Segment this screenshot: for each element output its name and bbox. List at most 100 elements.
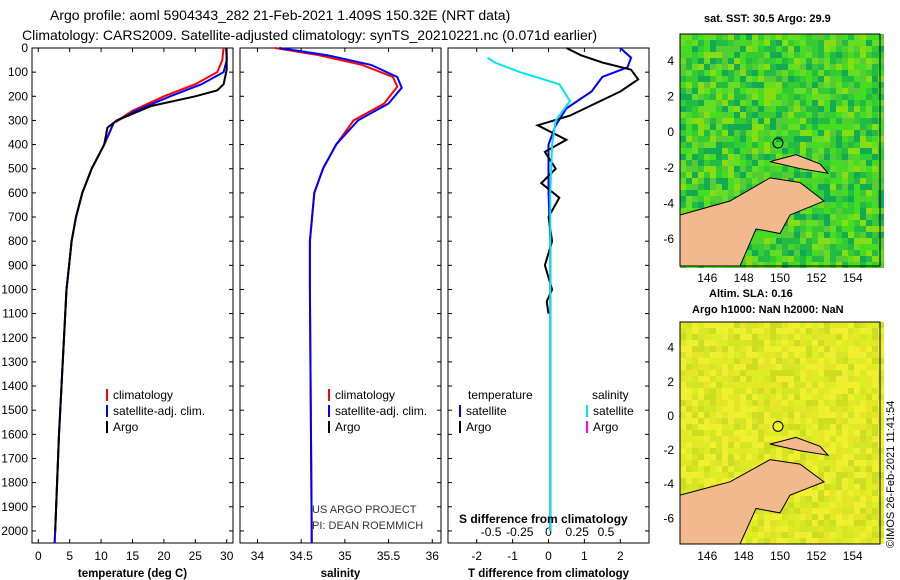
map-cell (710, 148, 716, 154)
map-cell (866, 52, 872, 58)
map-cell (848, 412, 854, 418)
map-cell (746, 430, 752, 436)
map-cell (746, 394, 752, 400)
map-cell (830, 124, 836, 130)
map-cell (878, 142, 884, 148)
map-cell (812, 46, 818, 52)
map-cell (860, 436, 866, 442)
map-cell (740, 454, 746, 460)
map-cell (830, 112, 836, 118)
map-cell (878, 460, 884, 466)
map-cell (716, 142, 722, 148)
map-cell (866, 124, 872, 130)
map-cell (818, 112, 824, 118)
map-cell (812, 406, 818, 412)
map-cell (848, 484, 854, 490)
map-cell (836, 184, 842, 190)
map-cell (734, 40, 740, 46)
map-cell (776, 370, 782, 376)
map-cell (800, 532, 806, 538)
map-cell (788, 250, 794, 256)
map-cell (848, 238, 854, 244)
map-cell (686, 346, 692, 352)
map-cell (818, 214, 824, 220)
map-cell (710, 394, 716, 400)
map-cell (854, 142, 860, 148)
series-line-satellite-adj-clim- (53, 48, 228, 544)
map-cell (818, 532, 824, 538)
map-cell (680, 190, 686, 196)
map-cell (770, 394, 776, 400)
map-cell (824, 424, 830, 430)
map-cell (842, 154, 848, 160)
map-cell (788, 400, 794, 406)
legend-swatch-s-satellite (586, 405, 588, 417)
map-cell (878, 154, 884, 160)
map-cell (728, 460, 734, 466)
y-tick-label: 2000 (1, 524, 28, 538)
map-cell (764, 520, 770, 526)
map-cell (848, 184, 854, 190)
map-cell (722, 406, 728, 412)
map-cell (866, 346, 872, 352)
map-cell (836, 400, 842, 406)
map-cell (680, 394, 686, 400)
map-cell (764, 76, 770, 82)
map-cell (866, 436, 872, 442)
map-cell (830, 184, 836, 190)
map-cell (860, 220, 866, 226)
map-cell (704, 196, 710, 202)
x-axis-label: T difference from climatology (468, 568, 630, 580)
map-cell (758, 388, 764, 394)
map-cell (788, 82, 794, 88)
map-cell (722, 40, 728, 46)
map-cell (734, 70, 740, 76)
map-cell (746, 322, 752, 328)
map-cell (680, 472, 686, 478)
map-cell (872, 160, 878, 166)
map-cell (776, 340, 782, 346)
map-cell (722, 448, 728, 454)
map-cell (770, 130, 776, 136)
map-cell (830, 196, 836, 202)
map-cell (836, 466, 842, 472)
map-cell (704, 436, 710, 442)
map-cell (812, 400, 818, 406)
map-cell (758, 334, 764, 340)
map-cell (794, 46, 800, 52)
map-cell (878, 436, 884, 442)
map-cell (710, 346, 716, 352)
map-cell (836, 520, 842, 526)
map-cell (758, 172, 764, 178)
map-cell (740, 436, 746, 442)
map-cell (848, 250, 854, 256)
map-cell (872, 262, 878, 268)
map-cell (764, 442, 770, 448)
map-cell (848, 400, 854, 406)
map-cell (878, 112, 884, 118)
map-cell (878, 226, 884, 232)
map-cell (866, 184, 872, 190)
map-cell (818, 58, 824, 64)
map-cell (872, 376, 878, 382)
map-cell (698, 478, 704, 484)
map-cell (776, 82, 782, 88)
map-cell (716, 190, 722, 196)
map-cell (710, 190, 716, 196)
map-cell (872, 64, 878, 70)
map-cell (824, 76, 830, 82)
map-cell (806, 226, 812, 232)
map-cell (680, 184, 686, 190)
map-cell (746, 106, 752, 112)
map-cell (704, 184, 710, 190)
map-cell (692, 334, 698, 340)
map-cell (740, 460, 746, 466)
map-cell (842, 448, 848, 454)
map-cell (860, 184, 866, 190)
map-cell (836, 526, 842, 532)
map-cell (758, 70, 764, 76)
map-cell (818, 376, 824, 382)
map-cell (770, 52, 776, 58)
map-cell (836, 178, 842, 184)
map-cell (866, 82, 872, 88)
